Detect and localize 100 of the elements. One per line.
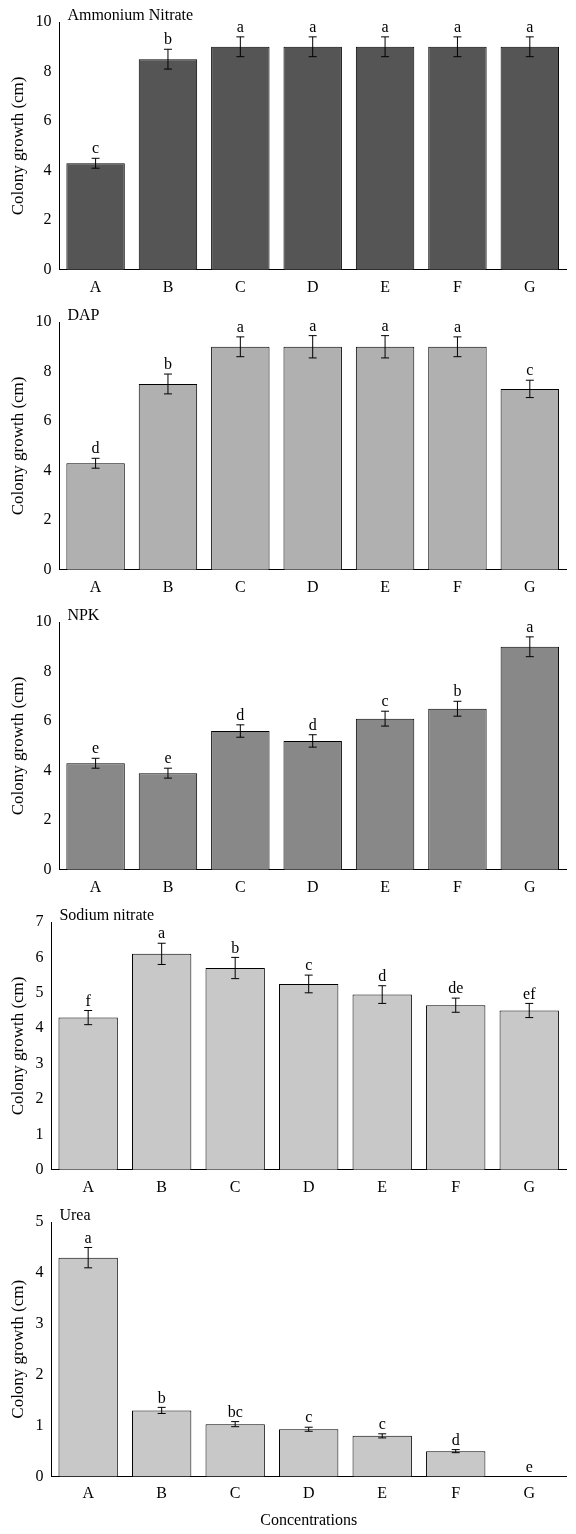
annotation: c (92, 139, 100, 157)
y-tick-label: 8 (43, 61, 52, 79)
y-tick-label: 6 (35, 947, 44, 965)
x-tick-label: D (306, 577, 319, 595)
x-tick-label: G (523, 1177, 536, 1195)
annotation: a (526, 618, 534, 636)
y-tick-label: 2 (43, 810, 52, 828)
y-tick-label: 4 (43, 160, 52, 178)
annotation: b (163, 30, 172, 48)
y-tick-label: 4 (43, 460, 52, 478)
annotation: a (158, 924, 166, 942)
y-tick-label: 4 (35, 1263, 44, 1281)
y-tick-label: 2 (35, 1364, 44, 1382)
y-tick-label: 6 (43, 411, 52, 429)
chart-title: NPK (67, 606, 100, 624)
chart-title: Urea (59, 1206, 91, 1224)
x-tick-label: G (524, 277, 537, 295)
y-axis-title: Colony growth (cm) (7, 976, 27, 1116)
annotation: a (381, 18, 389, 36)
y-tick-label: 10 (35, 12, 52, 30)
annotation: d (236, 706, 245, 724)
annotation: c (305, 956, 313, 974)
x-tick-label: F (452, 577, 462, 595)
x-tick-label: F (452, 277, 462, 295)
y-tick-label: 7 (35, 912, 44, 930)
annotation: e (164, 749, 172, 767)
y-tick-label: 8 (43, 661, 52, 679)
y-tick-label: 5 (35, 983, 44, 1000)
y-tick-label: 0 (43, 560, 52, 577)
chart-title: Ammonium Nitrate (67, 6, 194, 24)
annotation: b (163, 355, 172, 373)
x-tick-label: B (156, 1484, 168, 1502)
x-tick-label: E (380, 577, 390, 595)
x-tick-label: C (229, 1177, 241, 1195)
y-axis-title: Colony growth (cm) (7, 76, 27, 216)
x-tick-label: D (302, 1177, 315, 1195)
y-axis-title: Colony growth (cm) (7, 376, 27, 516)
x-tick-label: B (162, 877, 174, 895)
annotation: d (378, 966, 387, 984)
y-tick-label: 0 (43, 860, 52, 877)
y-tick-label: 6 (43, 111, 52, 129)
y-tick-label: 2 (35, 1089, 44, 1107)
y-tick-label: 3 (35, 1314, 44, 1332)
x-tick-label: A (89, 577, 102, 595)
annotation: a (453, 318, 461, 336)
y-tick-label: 8 (43, 361, 52, 379)
annotation: a (309, 316, 317, 334)
y-tick-label: 2 (43, 210, 52, 228)
annotation: a (526, 18, 534, 36)
annotation: a (236, 18, 244, 36)
annotation: ef (523, 984, 537, 1002)
annotation: de (448, 979, 464, 997)
y-tick-label: 2 (43, 510, 52, 528)
y-tick-label: 10 (35, 612, 52, 630)
y-tick-label: 4 (43, 760, 52, 778)
annotation: a (236, 318, 244, 336)
y-tick-label: 3 (35, 1053, 44, 1071)
x-tick-label: E (380, 877, 390, 895)
x-tick-label: C (234, 577, 246, 595)
x-tick-label: A (89, 277, 102, 295)
x-tick-label: B (162, 577, 174, 595)
annotation: a (309, 18, 317, 36)
y-axis-title: Colony growth (cm) (7, 1279, 27, 1419)
y-tick-label: 4 (35, 1018, 44, 1036)
x-tick-label: E (380, 277, 390, 295)
x-tick-label: B (162, 277, 174, 295)
x-tick-label: C (229, 1484, 241, 1502)
annotation: a (453, 18, 461, 36)
x-tick-label: G (523, 1484, 536, 1502)
annotation: f (85, 991, 92, 1009)
x-tick-label: A (82, 1484, 95, 1502)
annotation: b (453, 682, 462, 700)
x-tick-label: A (82, 1177, 95, 1195)
y-tick-label: 6 (43, 711, 52, 729)
x-tick-label: D (302, 1484, 315, 1502)
x-tick-label: B (156, 1177, 168, 1195)
x-tick-label: E (377, 1177, 388, 1195)
x-tick-label: G (524, 577, 537, 595)
y-axis-title: Colony growth (cm) (7, 676, 27, 816)
x-tick-label: D (306, 277, 319, 295)
annotation: e (92, 739, 100, 757)
x-tick-label: E (377, 1484, 388, 1502)
chart-title: DAP (67, 306, 100, 324)
y-tick-label: 1 (35, 1415, 44, 1433)
x-tick-label: F (451, 1484, 461, 1502)
y-tick-label: 0 (43, 260, 52, 277)
x-tick-label: D (306, 877, 319, 895)
y-tick-label: 1 (35, 1124, 44, 1142)
annotation: bc (227, 1402, 243, 1420)
annotation: e (525, 1457, 533, 1475)
x-tick-label: F (452, 877, 462, 895)
annotation: c (378, 1415, 386, 1433)
y-tick-label: 0 (35, 1160, 44, 1177)
y-tick-label: 5 (35, 1212, 44, 1230)
x-axis-title: Concentrations (260, 1510, 358, 1528)
annotation: d (451, 1430, 460, 1448)
x-tick-label: G (524, 877, 537, 895)
annotation: c (526, 361, 534, 379)
annotation: d (91, 439, 100, 457)
chart-title: Sodium nitrate (59, 906, 155, 924)
